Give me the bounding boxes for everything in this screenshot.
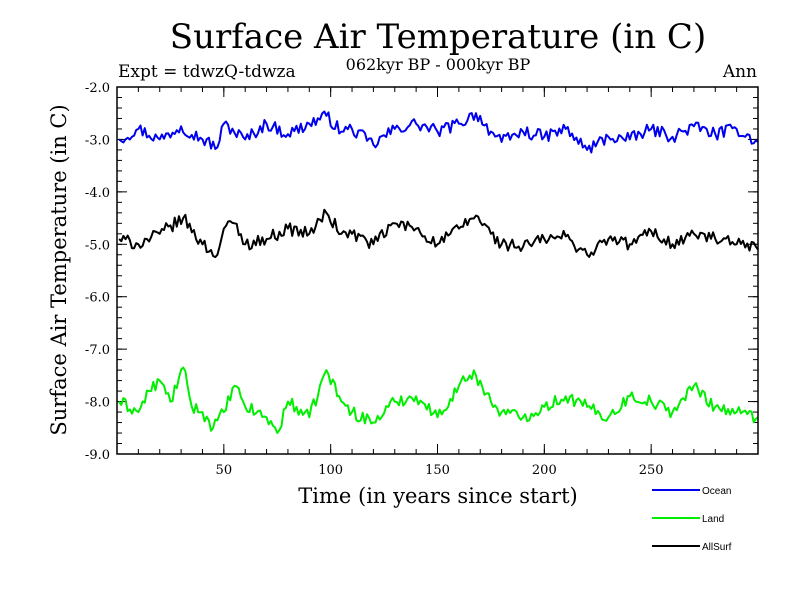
legend: Ocean Land AllSurf (652, 486, 732, 553)
y-tick-label: -3.0 (85, 133, 110, 148)
y-tick-label: -4.0 (85, 186, 110, 201)
plot-frame (116, 86, 759, 455)
y-tick-label: -7.0 (85, 343, 110, 358)
x-axis-label: Time (in years since start) (298, 484, 577, 508)
series-line-ocean (118, 110, 759, 154)
series-lines (118, 110, 759, 434)
x-tick-label: 200 (532, 463, 557, 478)
y-tick-label: -6.0 (85, 291, 110, 306)
axis-tick-labels: 50 100 150 200 250 -9.0 -8.0 -7.0 -6.0 -5.0 -4.0 -3… (85, 81, 664, 478)
legend-label-ocean: Ocean (702, 486, 731, 497)
series-line-land (118, 366, 759, 434)
y-tick-label: -5.0 (85, 238, 110, 253)
x-tick-label: 50 (216, 463, 233, 478)
experiment-label: Expt = tdwzQ-tdwza (118, 62, 296, 82)
x-tick-label: 100 (318, 463, 343, 478)
period-label: Ann (722, 62, 757, 82)
y-tick-label: -2.0 (85, 81, 110, 96)
x-tick-label: 150 (425, 463, 450, 478)
x-tick-label: 250 (639, 463, 664, 478)
chart-title: Surface Air Temperature (in C) (170, 17, 706, 57)
legend-label-land: Land (702, 514, 724, 525)
chart-subtitle: 062kyr BP - 000kyr BP (346, 55, 531, 74)
y-tick-label: -9.0 (85, 448, 110, 463)
y-axis-label: Surface Air Temperature (in C) (47, 104, 71, 435)
legend-label-allsurf: AllSurf (702, 542, 732, 553)
series-line-allsurf (118, 208, 759, 259)
y-tick-label: -8.0 (85, 396, 110, 411)
